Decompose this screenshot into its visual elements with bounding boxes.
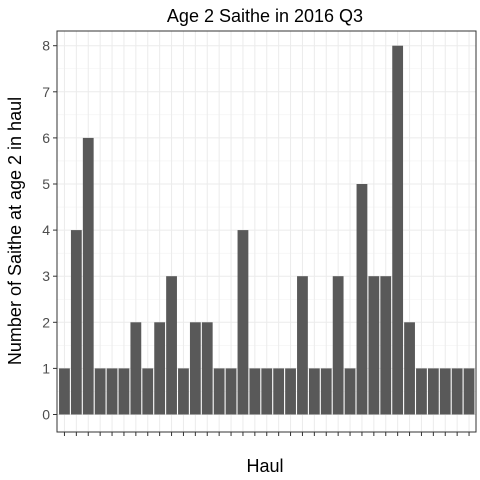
bar <box>189 322 201 415</box>
bar <box>225 368 237 415</box>
x-axis-title: Haul <box>246 456 283 476</box>
bar <box>308 368 320 415</box>
bar <box>82 137 94 415</box>
y-tick-label: 0 <box>42 407 50 423</box>
bar <box>201 322 213 415</box>
bar <box>297 276 308 415</box>
bar <box>451 368 463 415</box>
bar <box>59 368 70 415</box>
bar <box>285 368 296 415</box>
y-tick-label: 2 <box>42 314 50 330</box>
bar <box>142 368 154 415</box>
bar <box>427 368 439 415</box>
bar <box>178 368 189 415</box>
bar <box>106 368 118 415</box>
bar <box>130 322 142 415</box>
bar <box>356 184 368 415</box>
x-axis <box>63 432 470 436</box>
bar <box>70 230 82 415</box>
bar <box>320 368 332 415</box>
bar <box>154 322 166 415</box>
bar <box>273 368 285 415</box>
chart-title: Age 2 Saithe in 2016 Q3 <box>167 6 363 26</box>
y-tick-label: 8 <box>42 38 50 54</box>
bar <box>344 368 356 415</box>
bars <box>59 45 475 415</box>
bar <box>463 368 475 415</box>
y-tick-label: 5 <box>42 176 50 192</box>
plot-border <box>56 30 477 433</box>
y-axis: 0 1 2 3 4 5 6 7 8 <box>42 38 57 423</box>
bar <box>94 368 106 415</box>
bar <box>416 368 427 415</box>
y-tick-label: 6 <box>42 130 50 146</box>
bar <box>368 276 380 415</box>
bar <box>213 368 225 415</box>
y-tick-label: 7 <box>42 84 50 100</box>
bar <box>249 368 261 415</box>
bar <box>166 276 177 415</box>
bar <box>118 368 130 415</box>
y-axis-title: Number of Saithe at age 2 in haul <box>5 97 25 365</box>
bar <box>237 230 249 415</box>
y-tick-label: 1 <box>42 360 50 376</box>
bar <box>332 276 344 415</box>
bar <box>439 368 451 415</box>
y-tick-label: 4 <box>42 222 50 238</box>
y-tick-label: 3 <box>42 268 50 284</box>
bar <box>261 368 273 415</box>
bar <box>380 276 392 415</box>
bar <box>392 45 404 415</box>
bar <box>404 322 415 415</box>
